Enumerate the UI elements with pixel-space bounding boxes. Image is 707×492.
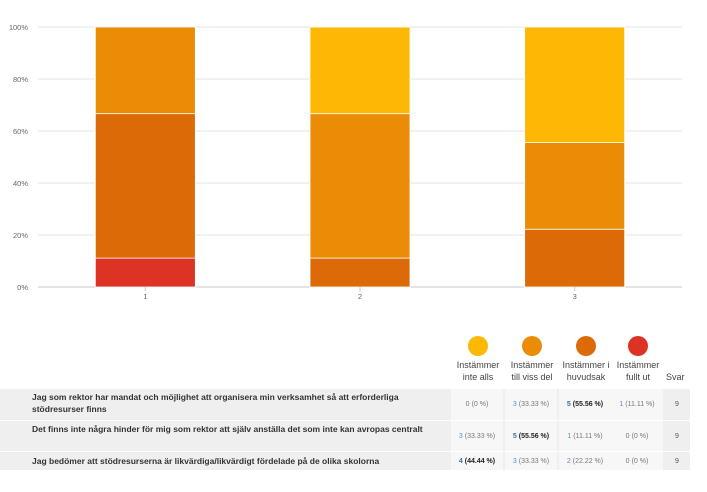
answer-count: 5 <box>512 432 517 440</box>
bar-segment <box>309 26 411 115</box>
bar-segment <box>94 257 196 288</box>
answer-cell: 3 (33.33 %) <box>451 421 503 451</box>
bar-segment <box>524 26 626 143</box>
legend-label: Instämmer <box>456 360 500 370</box>
answer-cell: 4 (44.44 %) <box>451 452 503 470</box>
answer-count: 3 <box>512 401 517 408</box>
answer-count: 3 <box>512 457 517 465</box>
x-tick-label: 3 <box>573 292 577 301</box>
answer-count: 1 <box>619 401 624 408</box>
bar-segment <box>94 113 196 259</box>
legend-item: Instämmer till viss del <box>505 336 559 383</box>
answer-count: 5 <box>566 401 571 408</box>
answer-cell: 0 (0 %) <box>611 452 663 470</box>
legend-label: Instämmer <box>510 360 554 370</box>
answer-count: 3 <box>458 432 463 440</box>
y-tick-label: 60% <box>13 127 28 136</box>
legend-label: huvudsak <box>566 372 606 382</box>
table-row: Jag bedömer att stödresurserna är likvär… <box>0 452 690 471</box>
legend-swatch <box>576 336 596 356</box>
table-row: Det finns inte några hinder för mig som … <box>0 421 690 452</box>
answer-percent: (11.11 %) <box>625 401 655 408</box>
legend-item: Instämmer fullt ut <box>611 336 665 383</box>
table-row: Jag som rektor har mandat och möjlighet … <box>0 389 690 421</box>
legend-swatch <box>628 336 648 356</box>
answer-cell: 0 (0 %) <box>611 421 663 451</box>
legend-label: Instämmer <box>616 360 660 370</box>
stacked-bar-chart: 0% 20% 40% 60% 80% 100% 1 2 3 <box>9 23 682 301</box>
answer-percent: (0 %) <box>471 401 489 408</box>
answer-cell: 3 (33.33 %) <box>505 452 557 470</box>
legend-swatch <box>468 336 488 356</box>
answer-cell: 1 (11.11 %) <box>559 421 611 451</box>
svar-count: 9 <box>675 401 679 408</box>
answer-cell: 1 (11.11 %) <box>611 389 663 420</box>
answer-percent: (55.56 %) <box>518 432 550 440</box>
answer-count: 1 <box>567 432 572 440</box>
answer-cell: 5 (55.56 %) <box>505 421 557 451</box>
legend-label: inte alls <box>462 372 494 382</box>
legend-label: Instämmer i <box>562 360 610 370</box>
legend-label: till viss del <box>511 372 553 382</box>
answer-percent: (33.33 %) <box>464 432 496 440</box>
y-tick-label: 100% <box>9 23 29 32</box>
answer-count: 0 <box>465 401 470 408</box>
answer-percent: (33.33 %) <box>518 457 550 465</box>
answer-count: 0 <box>625 432 630 440</box>
svar-count: 9 <box>675 432 679 440</box>
svar-count: 9 <box>675 457 679 465</box>
answer-count: 4 <box>458 457 463 465</box>
y-tick-label: 80% <box>13 75 28 84</box>
question-text: Jag som rektor har mandat och möjlighet … <box>32 392 399 414</box>
legend-item: Instämmer inte alls <box>451 336 505 383</box>
answer-percent: (0 %) <box>631 457 649 465</box>
answer-percent: (11.11 %) <box>573 432 603 440</box>
answer-percent: (33.33 %) <box>518 401 550 408</box>
bar-segment <box>309 113 411 259</box>
legend-swatch <box>522 336 542 356</box>
x-tick-label: 2 <box>358 292 362 301</box>
x-tick-label: 1 <box>143 292 147 301</box>
bar-segment <box>94 26 196 115</box>
y-tick-label: 0% <box>17 283 28 292</box>
question-text: Jag bedömer att stödresurserna är likvär… <box>32 456 380 466</box>
y-tick-label: 20% <box>13 231 28 240</box>
answer-percent: (55.56 %) <box>572 401 604 408</box>
answer-percent: (0 %) <box>631 432 649 440</box>
answer-cell: 2 (22.22 %) <box>559 452 611 470</box>
y-tick-label: 40% <box>13 179 28 188</box>
svar-header: Svar <box>666 372 685 382</box>
legend-label: fullt ut <box>625 372 650 382</box>
answer-cell: 3 (33.33 %) <box>505 389 557 420</box>
answer-cell: 0 (0 %) <box>451 389 503 420</box>
answer-cell: 5 (55.56 %) <box>559 389 611 420</box>
legend-item: Instämmer i huvudsak <box>559 336 613 383</box>
answer-percent: (44.44 %) <box>464 457 496 465</box>
bar-segment <box>309 257 411 288</box>
question-text: Det finns inte några hinder för mig som … <box>32 424 423 434</box>
answer-count: 2 <box>566 457 571 465</box>
bar-segment <box>524 228 626 288</box>
answer-percent: (22.22 %) <box>572 457 604 465</box>
bar-segment <box>524 142 626 230</box>
answer-count: 0 <box>625 457 630 465</box>
